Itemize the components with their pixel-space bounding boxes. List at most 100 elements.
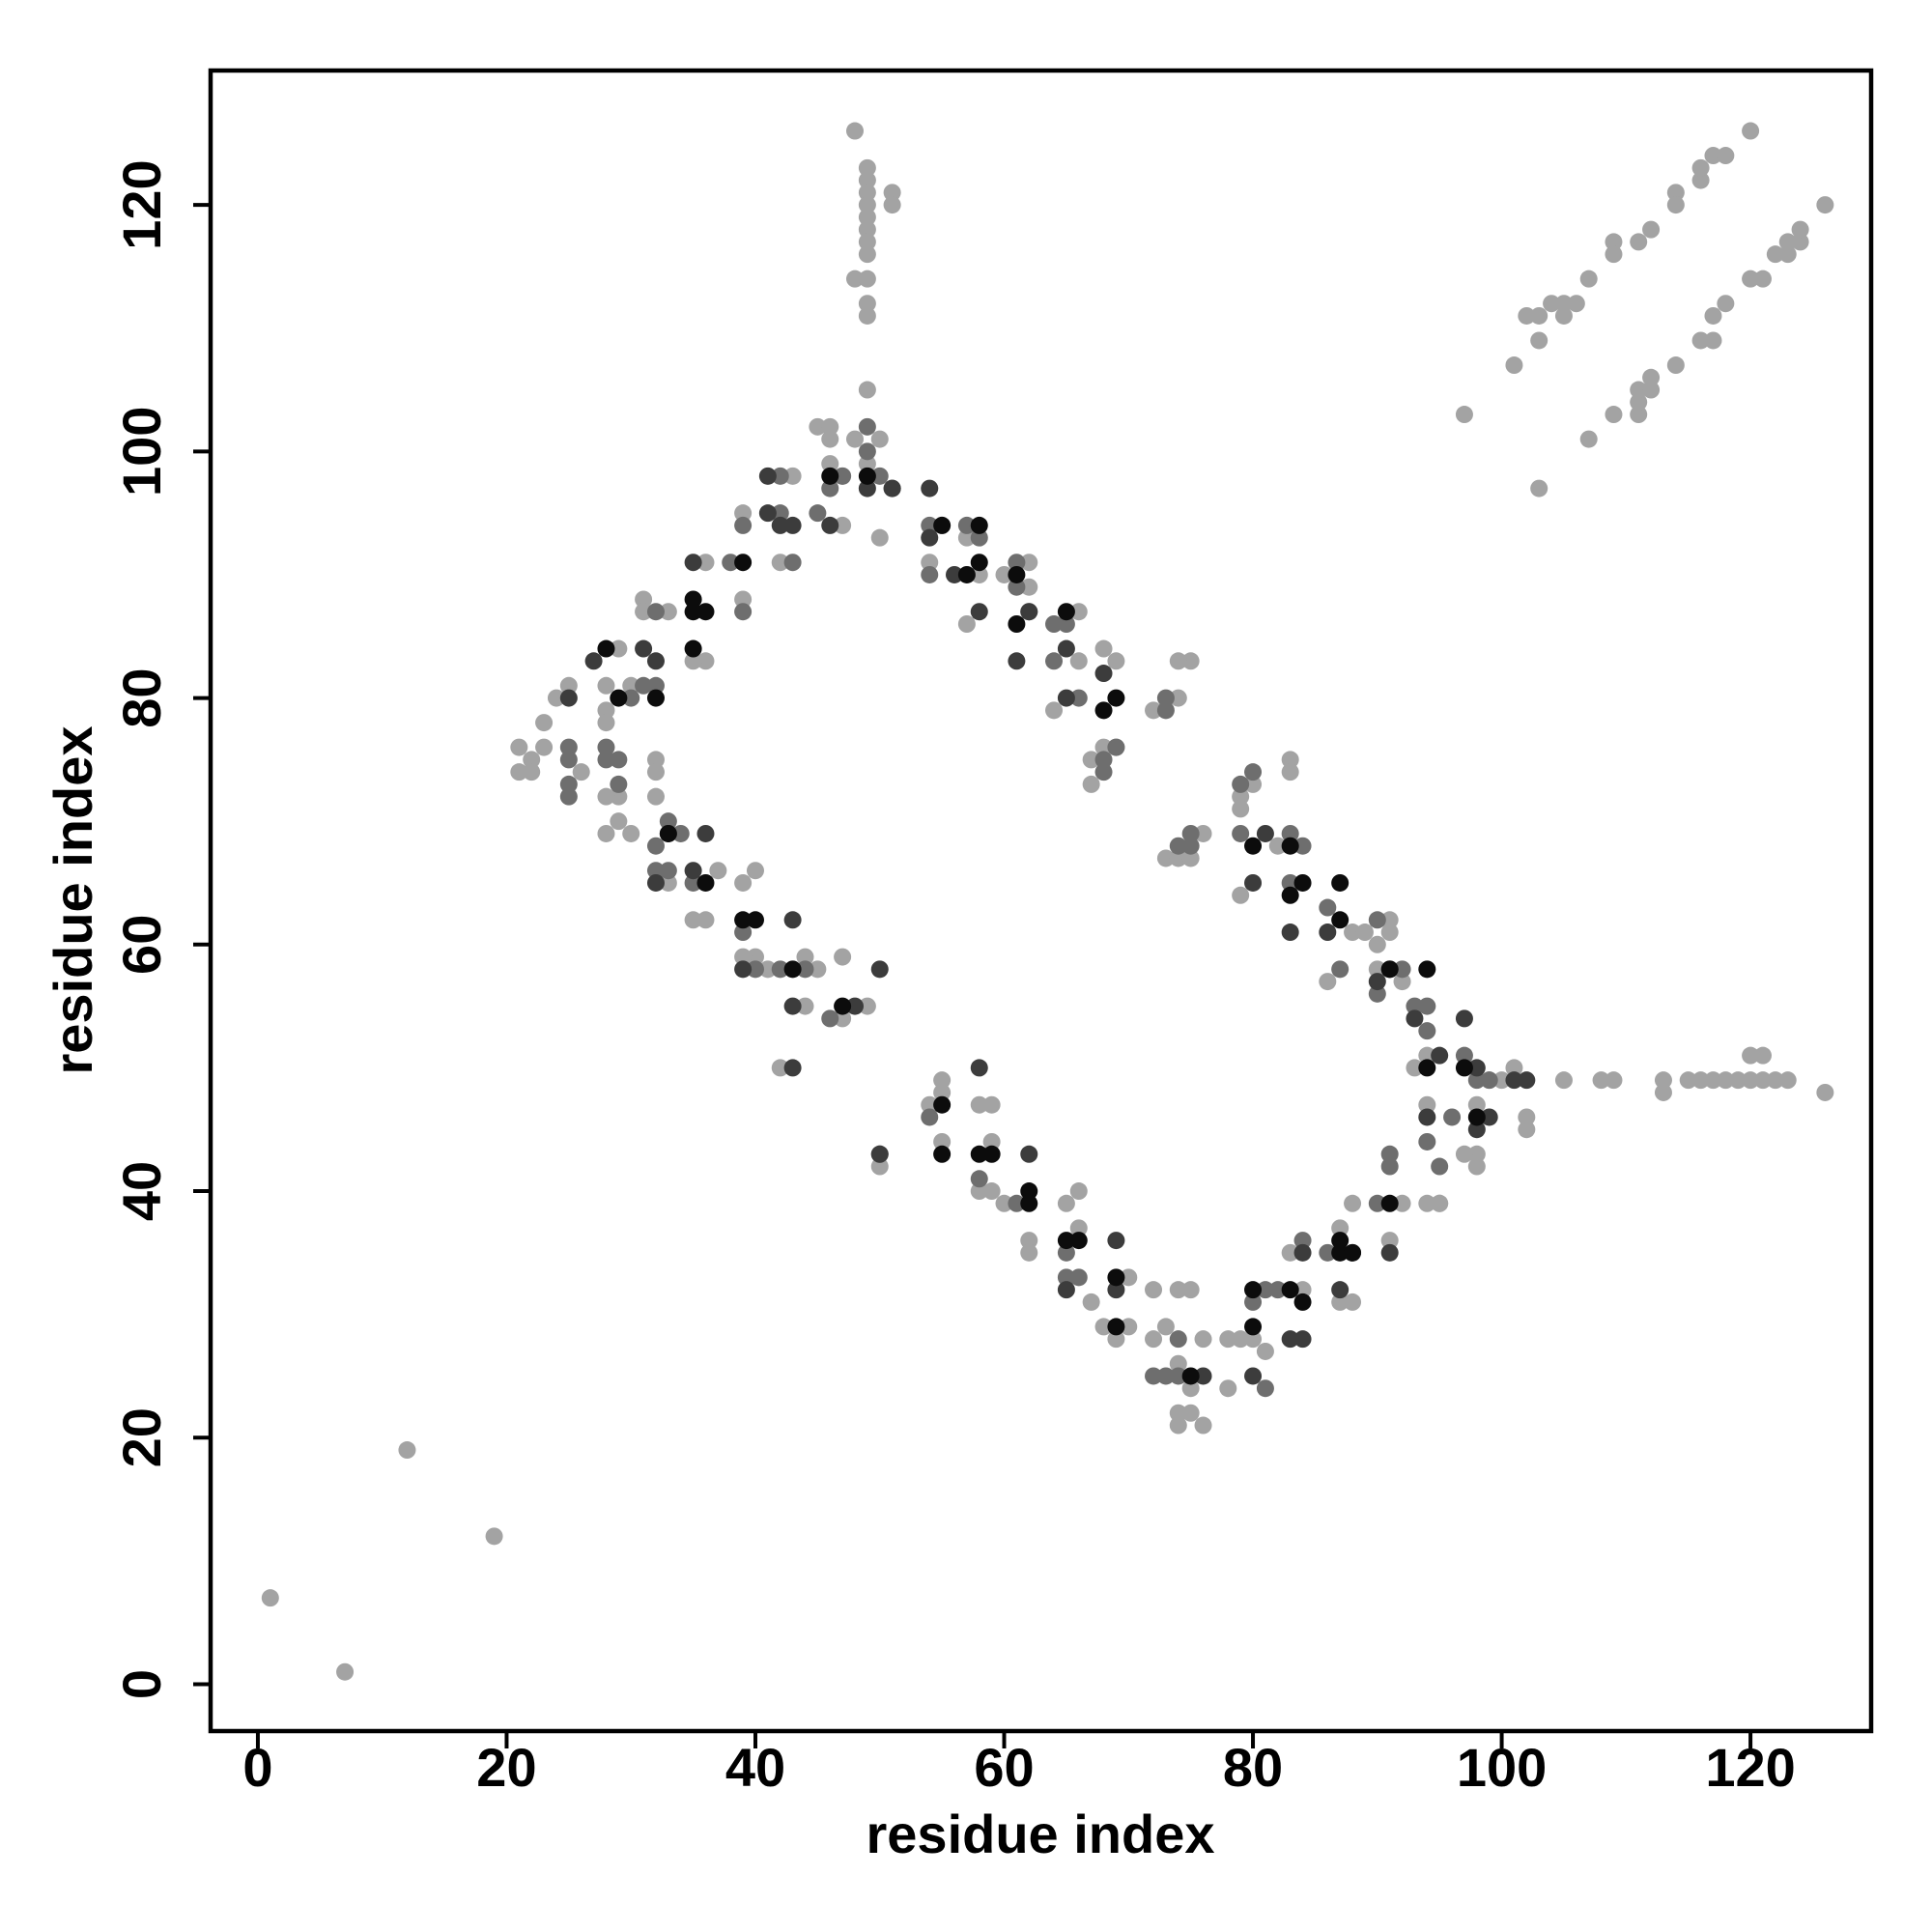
point xyxy=(510,738,528,756)
point xyxy=(1256,824,1274,842)
point xyxy=(1094,1318,1113,1336)
point xyxy=(845,122,864,140)
point xyxy=(1368,960,1386,979)
point xyxy=(1480,1108,1498,1126)
point xyxy=(646,603,665,621)
point xyxy=(1518,1121,1536,1139)
point xyxy=(1717,147,1735,165)
point xyxy=(1057,603,1075,621)
y-tick-label: 100 xyxy=(111,407,172,497)
point xyxy=(659,812,677,831)
point xyxy=(1742,122,1760,140)
point xyxy=(1107,1232,1125,1250)
point xyxy=(1518,1108,1536,1126)
point xyxy=(1094,738,1113,756)
point xyxy=(845,270,864,288)
point xyxy=(1293,837,1312,855)
point xyxy=(1642,220,1661,239)
point xyxy=(1505,1071,1523,1090)
point xyxy=(783,911,802,929)
point xyxy=(1380,1232,1399,1250)
point xyxy=(1020,1145,1038,1163)
point xyxy=(858,417,876,436)
point xyxy=(1431,1046,1449,1065)
x-tick-label: 60 xyxy=(974,1737,1034,1798)
point xyxy=(1156,1367,1175,1385)
point xyxy=(1232,775,1250,793)
point xyxy=(696,603,715,621)
point xyxy=(1045,615,1064,633)
point xyxy=(1094,639,1113,658)
point xyxy=(1194,824,1212,842)
point xyxy=(970,1059,988,1077)
point xyxy=(1069,1182,1088,1201)
point xyxy=(758,504,777,523)
point xyxy=(1455,1059,1473,1077)
point xyxy=(957,615,976,633)
point xyxy=(1281,873,1299,892)
point xyxy=(1181,1367,1200,1385)
point xyxy=(646,676,665,695)
point xyxy=(1467,1145,1486,1163)
point xyxy=(1666,196,1685,214)
point xyxy=(1331,1219,1350,1237)
point xyxy=(1094,665,1113,683)
point xyxy=(635,676,653,695)
point xyxy=(1467,1059,1486,1077)
point xyxy=(1729,1071,1747,1090)
point xyxy=(1418,1046,1436,1065)
point xyxy=(1791,220,1809,239)
point xyxy=(1554,306,1573,325)
point xyxy=(635,603,653,621)
point xyxy=(1431,1157,1449,1176)
x-tick-label: 20 xyxy=(476,1737,536,1798)
point xyxy=(771,554,789,572)
point xyxy=(696,824,715,842)
point xyxy=(821,479,839,497)
y-tick-label: 0 xyxy=(111,1669,172,1699)
point xyxy=(970,516,988,534)
point xyxy=(1181,1281,1200,1299)
point xyxy=(1753,1046,1772,1065)
point xyxy=(1057,1243,1075,1262)
point xyxy=(783,997,802,1015)
point xyxy=(1455,1046,1473,1065)
point xyxy=(684,652,702,670)
point xyxy=(1181,824,1200,842)
point xyxy=(1069,1219,1088,1237)
point xyxy=(734,590,753,609)
point xyxy=(1008,554,1026,572)
point xyxy=(1057,615,1075,633)
point xyxy=(1704,1071,1722,1090)
point xyxy=(957,528,976,547)
point xyxy=(1704,147,1722,165)
point xyxy=(610,689,628,707)
point xyxy=(1393,973,1411,991)
point xyxy=(921,1108,939,1126)
point xyxy=(870,960,889,979)
point xyxy=(1406,1009,1424,1028)
point xyxy=(1778,245,1797,264)
point xyxy=(1355,923,1374,942)
point xyxy=(1082,751,1100,769)
point xyxy=(1244,763,1263,781)
point xyxy=(1605,1071,1623,1090)
point xyxy=(622,689,640,707)
point xyxy=(821,516,839,534)
point xyxy=(1691,331,1710,350)
y-tick-label: 120 xyxy=(111,159,172,249)
point xyxy=(1380,911,1399,929)
point xyxy=(1455,406,1473,424)
point xyxy=(858,245,876,264)
point xyxy=(783,554,802,572)
point xyxy=(535,738,554,756)
point xyxy=(1256,1281,1274,1299)
point xyxy=(1293,1243,1312,1262)
point xyxy=(659,873,677,892)
point xyxy=(1281,923,1299,942)
point xyxy=(1331,1281,1350,1299)
point xyxy=(1057,639,1075,658)
point xyxy=(1008,652,1026,670)
point xyxy=(1467,1071,1486,1090)
point xyxy=(1069,689,1088,707)
